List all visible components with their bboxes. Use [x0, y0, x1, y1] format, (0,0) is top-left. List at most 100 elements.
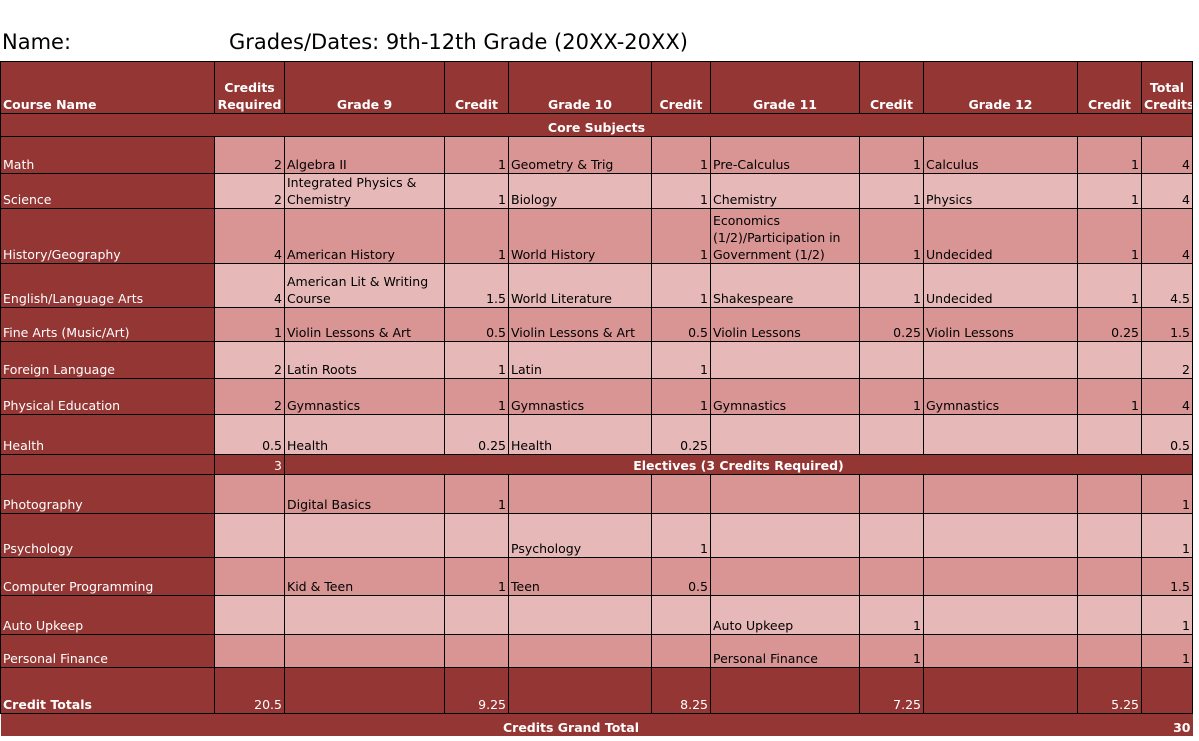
total-credits-cell[interactable]: 1.5: [1141, 557, 1193, 596]
grade11-course-cell[interactable]: Economics (1/2)/Participation in Governm…: [710, 208, 860, 264]
grade9-course-cell[interactable]: Violin Lessons & Art: [284, 307, 445, 342]
grade11-credit-cell[interactable]: 1: [859, 208, 924, 264]
credit-totals-grade9[interactable]: 9.25: [444, 667, 509, 714]
grade12-credit-cell[interactable]: [1077, 341, 1142, 379]
grade12-credit-cell[interactable]: [1077, 513, 1142, 558]
grand-total-label[interactable]: Credits Grand Total: [0, 713, 1142, 736]
course-name-cell[interactable]: Computer Programming: [0, 557, 215, 596]
total-credits-cell[interactable]: 4: [1141, 136, 1193, 174]
grade9-credit-cell[interactable]: 1: [444, 341, 509, 379]
credit-totals-grade11[interactable]: 7.25: [859, 667, 924, 714]
header-grade-11[interactable]: Grade 11: [710, 61, 860, 114]
grade12-course-cell[interactable]: [923, 341, 1078, 379]
grade12-credit-cell[interactable]: [1077, 414, 1142, 455]
grade10-credit-cell[interactable]: 1: [651, 173, 711, 209]
grade10-course-cell[interactable]: Gymnastics: [508, 378, 652, 415]
credit-totals-blank-g9[interactable]: [284, 667, 445, 714]
total-credits-cell[interactable]: 1: [1141, 513, 1193, 558]
grade11-credit-cell[interactable]: 0.25: [859, 307, 924, 342]
credits-required-cell[interactable]: [214, 474, 285, 514]
course-name-cell[interactable]: Health: [0, 414, 215, 455]
grade10-credit-cell[interactable]: [651, 474, 711, 514]
grade12-course-cell[interactable]: Gymnastics: [923, 378, 1078, 415]
grade12-credit-cell[interactable]: 0.25: [1077, 307, 1142, 342]
grade11-credit-cell[interactable]: 1: [859, 378, 924, 415]
total-credits-cell[interactable]: 1.5: [1141, 307, 1193, 342]
grade12-course-cell[interactable]: [923, 634, 1078, 668]
grade11-course-cell[interactable]: Pre-Calculus: [710, 136, 860, 174]
total-credits-cell[interactable]: 4.5: [1141, 263, 1193, 308]
grade9-credit-cell[interactable]: 1: [444, 378, 509, 415]
grade9-credit-cell[interactable]: 1.5: [444, 263, 509, 308]
grade12-course-cell[interactable]: [923, 595, 1078, 635]
grade12-credit-cell[interactable]: 1: [1077, 136, 1142, 174]
credit-totals-label[interactable]: Credit Totals: [0, 667, 215, 714]
grade12-course-cell[interactable]: Undecided: [923, 208, 1078, 264]
grade9-credit-cell[interactable]: 0.25: [444, 414, 509, 455]
grand-total-value[interactable]: 30: [1141, 713, 1193, 736]
grade9-course-cell[interactable]: [284, 634, 445, 668]
grade11-course-cell[interactable]: Chemistry: [710, 173, 860, 209]
credit-totals-grade12[interactable]: 5.25: [1077, 667, 1142, 714]
credits-required-cell[interactable]: [214, 557, 285, 596]
credit-totals-blank-g12[interactable]: [923, 667, 1078, 714]
header-credit-11[interactable]: Credit: [859, 61, 924, 114]
grade12-credit-cell[interactable]: 1: [1077, 378, 1142, 415]
header-course-name[interactable]: Course Name: [0, 61, 215, 114]
header-credits-required[interactable]: Credits Required: [214, 61, 285, 114]
grade12-credit-cell[interactable]: [1077, 474, 1142, 514]
course-name-cell[interactable]: English/Language Arts: [0, 263, 215, 308]
total-credits-cell[interactable]: 4: [1141, 173, 1193, 209]
total-credits-cell[interactable]: 4: [1141, 378, 1193, 415]
grade10-credit-cell[interactable]: 0.5: [651, 557, 711, 596]
grade10-course-cell[interactable]: Teen: [508, 557, 652, 596]
grade12-credit-cell[interactable]: 1: [1077, 263, 1142, 308]
grade9-credit-cell[interactable]: 0.5: [444, 307, 509, 342]
grade11-course-cell[interactable]: [710, 557, 860, 596]
grade9-course-cell[interactable]: Algebra II: [284, 136, 445, 174]
grade11-credit-cell[interactable]: 1: [859, 595, 924, 635]
grade11-course-cell[interactable]: Violin Lessons: [710, 307, 860, 342]
grade9-course-cell[interactable]: Digital Basics: [284, 474, 445, 514]
grade12-credit-cell[interactable]: [1077, 557, 1142, 596]
grade12-course-cell[interactable]: Undecided: [923, 263, 1078, 308]
grade10-course-cell[interactable]: [508, 595, 652, 635]
course-name-cell[interactable]: Personal Finance: [0, 634, 215, 668]
grade11-course-cell[interactable]: Personal Finance: [710, 634, 860, 668]
credits-required-cell[interactable]: [214, 595, 285, 635]
grade11-credit-cell[interactable]: 1: [859, 634, 924, 668]
credit-totals-grade10[interactable]: 8.25: [651, 667, 711, 714]
course-name-cell[interactable]: History/Geography: [0, 208, 215, 264]
grade10-credit-cell[interactable]: 1: [651, 341, 711, 379]
grade11-course-cell[interactable]: [710, 341, 860, 379]
total-credits-cell[interactable]: 0.5: [1141, 414, 1193, 455]
grade11-course-cell[interactable]: [710, 474, 860, 514]
grade9-credit-cell[interactable]: 1: [444, 136, 509, 174]
course-name-cell[interactable]: Physical Education: [0, 378, 215, 415]
header-grade-12[interactable]: Grade 12: [923, 61, 1078, 114]
grade9-course-cell[interactable]: Health: [284, 414, 445, 455]
grade9-credit-cell[interactable]: 1: [444, 208, 509, 264]
credits-required-cell[interactable]: 4: [214, 208, 285, 264]
course-name-cell[interactable]: Psychology: [0, 513, 215, 558]
grade10-credit-cell[interactable]: 1: [651, 136, 711, 174]
course-name-cell[interactable]: Science: [0, 173, 215, 209]
grade9-course-cell[interactable]: American History: [284, 208, 445, 264]
grade11-course-cell[interactable]: Shakespeare: [710, 263, 860, 308]
credits-required-cell[interactable]: [214, 634, 285, 668]
grade10-credit-cell[interactable]: 1: [651, 263, 711, 308]
grade12-credit-cell[interactable]: 1: [1077, 208, 1142, 264]
grade10-credit-cell[interactable]: 0.5: [651, 307, 711, 342]
credits-required-cell[interactable]: 2: [214, 173, 285, 209]
grade11-course-cell[interactable]: Auto Upkeep: [710, 595, 860, 635]
header-credit-9[interactable]: Credit: [444, 61, 509, 114]
grade12-credit-cell[interactable]: [1077, 595, 1142, 635]
grade10-course-cell[interactable]: Biology: [508, 173, 652, 209]
grade9-course-cell[interactable]: Gymnastics: [284, 378, 445, 415]
grade9-credit-cell[interactable]: [444, 634, 509, 668]
grade12-course-cell[interactable]: [923, 414, 1078, 455]
grade10-credit-cell[interactable]: 1: [651, 208, 711, 264]
header-credit-12[interactable]: Credit: [1077, 61, 1142, 114]
credits-required-cell[interactable]: 2: [214, 378, 285, 415]
grade9-credit-cell[interactable]: 1: [444, 557, 509, 596]
